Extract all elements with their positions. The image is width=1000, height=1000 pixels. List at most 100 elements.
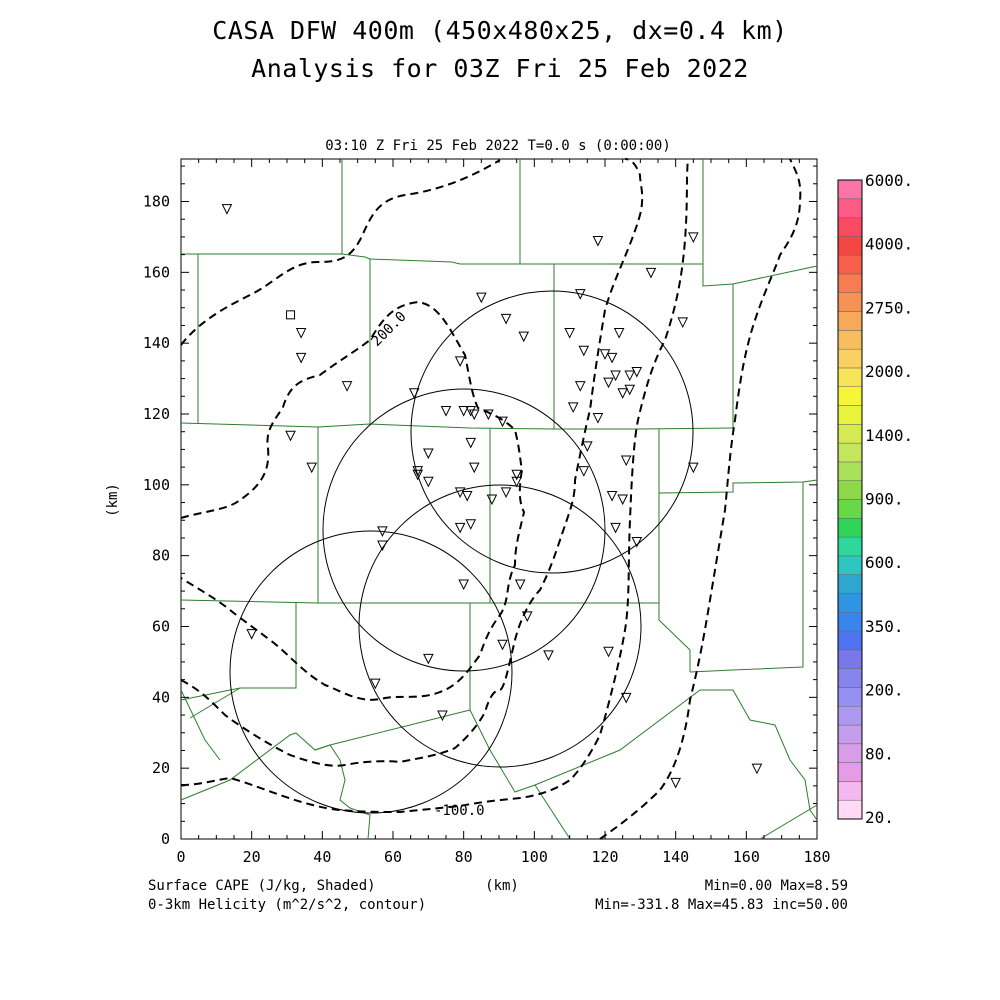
colorbar-swatch	[837, 236, 863, 256]
colorbar-swatch	[837, 687, 863, 707]
station-marker	[500, 313, 512, 325]
colorbar-label: 900.	[865, 490, 904, 509]
colorbar-swatch	[837, 799, 863, 820]
station-marker	[582, 441, 593, 452]
station-markers	[221, 204, 763, 789]
station-marker	[578, 466, 590, 477]
station-marker	[631, 367, 643, 378]
y-axis-label: (km)	[105, 483, 121, 517]
colorbar-swatch	[837, 555, 863, 575]
x-axis-label: (km)	[485, 878, 519, 894]
station-marker	[412, 466, 424, 477]
colorbar-swatch	[837, 179, 863, 200]
colorbar-swatch	[837, 348, 863, 369]
footer-variable-contour: 0-3km Helicity (m^2/s^2, contour)	[148, 897, 426, 913]
station-marker	[295, 328, 307, 339]
footer-variable-shaded: Surface CAPE (J/kg, Shaded)	[148, 878, 376, 894]
colorbar-swatch	[837, 743, 863, 763]
y-tick-label: 0	[161, 830, 170, 848]
station-marker	[688, 462, 699, 474]
y-tick-label: 20	[152, 759, 170, 777]
station-marker	[511, 469, 522, 481]
footer-contour-range: Min=-331.8 Max=45.83 inc=50.00	[595, 897, 848, 913]
y-tick-label: 40	[152, 688, 170, 706]
radar-ring	[322, 388, 606, 672]
station-marker	[592, 413, 604, 424]
station-marker	[617, 388, 628, 399]
station-marker	[606, 352, 618, 364]
colorbar-frame	[837, 179, 863, 820]
helicity-contours	[180, 158, 802, 840]
colorbar-label: 2000.	[865, 362, 913, 381]
station-marker	[437, 710, 448, 722]
station-marker	[631, 537, 643, 548]
y-tick-label: 160	[143, 263, 170, 281]
station-marker	[518, 331, 530, 343]
chart-title: CASA DFW 400m (450x480x25, dx=0.4 km)	[212, 16, 788, 45]
station-marker	[677, 317, 689, 329]
station-marker	[483, 409, 494, 421]
station-marker	[454, 487, 466, 499]
x-tick-label: 60	[384, 848, 402, 866]
y-tick-labels: 0 20 40 60 80 100 120 140 160 180	[143, 193, 170, 849]
colorbar-label: 80.	[865, 744, 894, 763]
y-tick-label: 120	[143, 405, 170, 423]
axis-ticks	[180, 159, 818, 840]
station-marker	[295, 352, 307, 364]
footer-shaded-range: Min=0.00 Max=8.59	[705, 878, 848, 894]
county-boundaries	[180, 159, 818, 840]
station-marker	[514, 579, 526, 591]
station-marker	[620, 692, 632, 704]
colorbar-labels: 20. 80. 200. 350. 600. 900. 1400. 2000. 2750. 400…	[865, 171, 913, 827]
colorbar-swatch	[837, 612, 863, 632]
colorbar-swatch	[837, 649, 863, 669]
colorbar-swatch	[837, 386, 863, 406]
station-marker	[423, 448, 434, 460]
station-marker	[511, 476, 522, 488]
station-marker	[486, 494, 498, 506]
colorbar-label: 20.	[865, 808, 894, 827]
x-tick-label: 20	[243, 848, 261, 866]
station-marker	[624, 384, 636, 396]
colorbar	[837, 179, 863, 820]
station-marker	[751, 763, 763, 775]
colorbar-swatch	[837, 311, 863, 331]
x-tick-label: 140	[662, 848, 689, 866]
colorbar-swatch	[837, 330, 863, 350]
colorbar-swatch	[837, 630, 863, 651]
station-marker	[578, 345, 590, 357]
colorbar-label: 350.	[865, 617, 904, 636]
colorbar-swatch	[837, 762, 863, 782]
station-marker	[606, 490, 618, 502]
station-marker	[567, 402, 579, 414]
station-marker	[341, 381, 353, 392]
station-marker	[617, 494, 628, 506]
y-tick-label: 180	[143, 193, 170, 211]
station-marker	[574, 289, 586, 300]
x-tick-label: 0	[176, 848, 185, 866]
y-tick-label: 80	[152, 547, 170, 565]
station-marker	[497, 639, 508, 651]
station-marker	[465, 437, 477, 449]
station-marker	[468, 409, 480, 421]
colorbar-label: 6000.	[865, 171, 913, 190]
station-marker	[610, 370, 621, 382]
plot-frame	[180, 158, 818, 840]
colorbar-swatch	[837, 518, 863, 538]
station-marker	[521, 611, 533, 622]
radar-rings	[229, 290, 694, 814]
station-marker	[688, 232, 699, 244]
colorbar-label: 4000.	[865, 235, 913, 254]
station-marker	[246, 629, 257, 640]
colorbar-label: 1400.	[865, 426, 913, 445]
station-marker	[285, 430, 296, 442]
colorbar-swatch	[837, 574, 863, 594]
station-marker	[603, 646, 614, 658]
station-marker	[454, 356, 466, 367]
x-tick-label: 160	[733, 848, 760, 866]
station-marker	[221, 204, 233, 215]
radar-ring	[229, 530, 513, 814]
station-marker	[574, 381, 586, 392]
x-tick-label: 180	[803, 848, 830, 866]
station-marker	[564, 328, 575, 339]
